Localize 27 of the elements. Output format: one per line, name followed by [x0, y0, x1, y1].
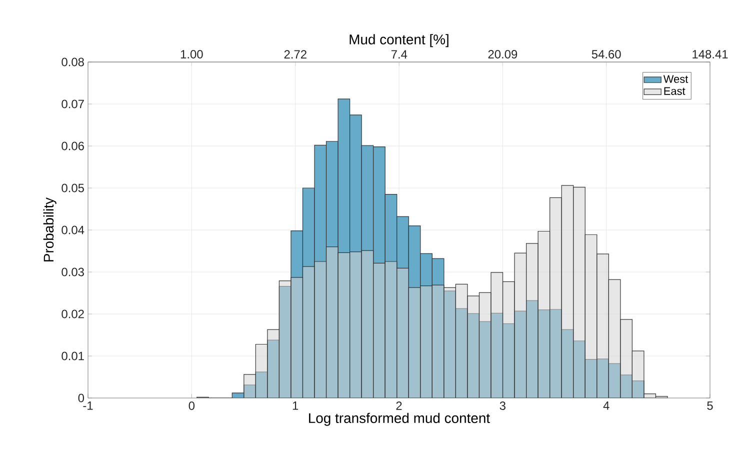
x-tick-label: -1: [83, 402, 93, 410]
x2-tick-label: 148.41: [692, 50, 728, 58]
x2-tick-label: 7.4: [391, 50, 408, 58]
y-tick-label: 0.06: [62, 142, 84, 150]
x2-tick-label: 1.00: [180, 50, 203, 58]
y-tick-label: 0.07: [62, 100, 84, 108]
x2-axis-title: Mud content [%]: [350, 34, 448, 48]
y-tick-label: 0.01: [62, 352, 84, 360]
legend-label: West: [663, 75, 688, 83]
x-tick-label: 0: [188, 402, 195, 410]
x-tick-label: 5: [707, 402, 713, 410]
legend-label: East: [664, 87, 686, 95]
y-tick-label: 0.04: [62, 226, 84, 234]
y-tick-label: 0.08: [62, 58, 84, 66]
y-tick-label: 0: [78, 394, 84, 402]
x-tick-label: 1: [292, 402, 298, 410]
x-tick-label: 2: [396, 402, 402, 410]
y-tick-label: 0.05: [62, 184, 84, 192]
y-tick-label: 0.02: [62, 310, 84, 318]
y-axis-title: Probability: [43, 197, 56, 262]
x2-tick-label: 2.72: [284, 50, 306, 58]
x-axis-title: Log transformed mud content: [309, 412, 490, 426]
x2-tick-label: 20.09: [488, 50, 518, 58]
x2-tick-label: 54.60: [592, 50, 621, 58]
x-tick-label: 4: [603, 402, 610, 410]
y-tick-label: 0.03: [62, 268, 84, 276]
x-tick-label: 3: [500, 402, 506, 410]
